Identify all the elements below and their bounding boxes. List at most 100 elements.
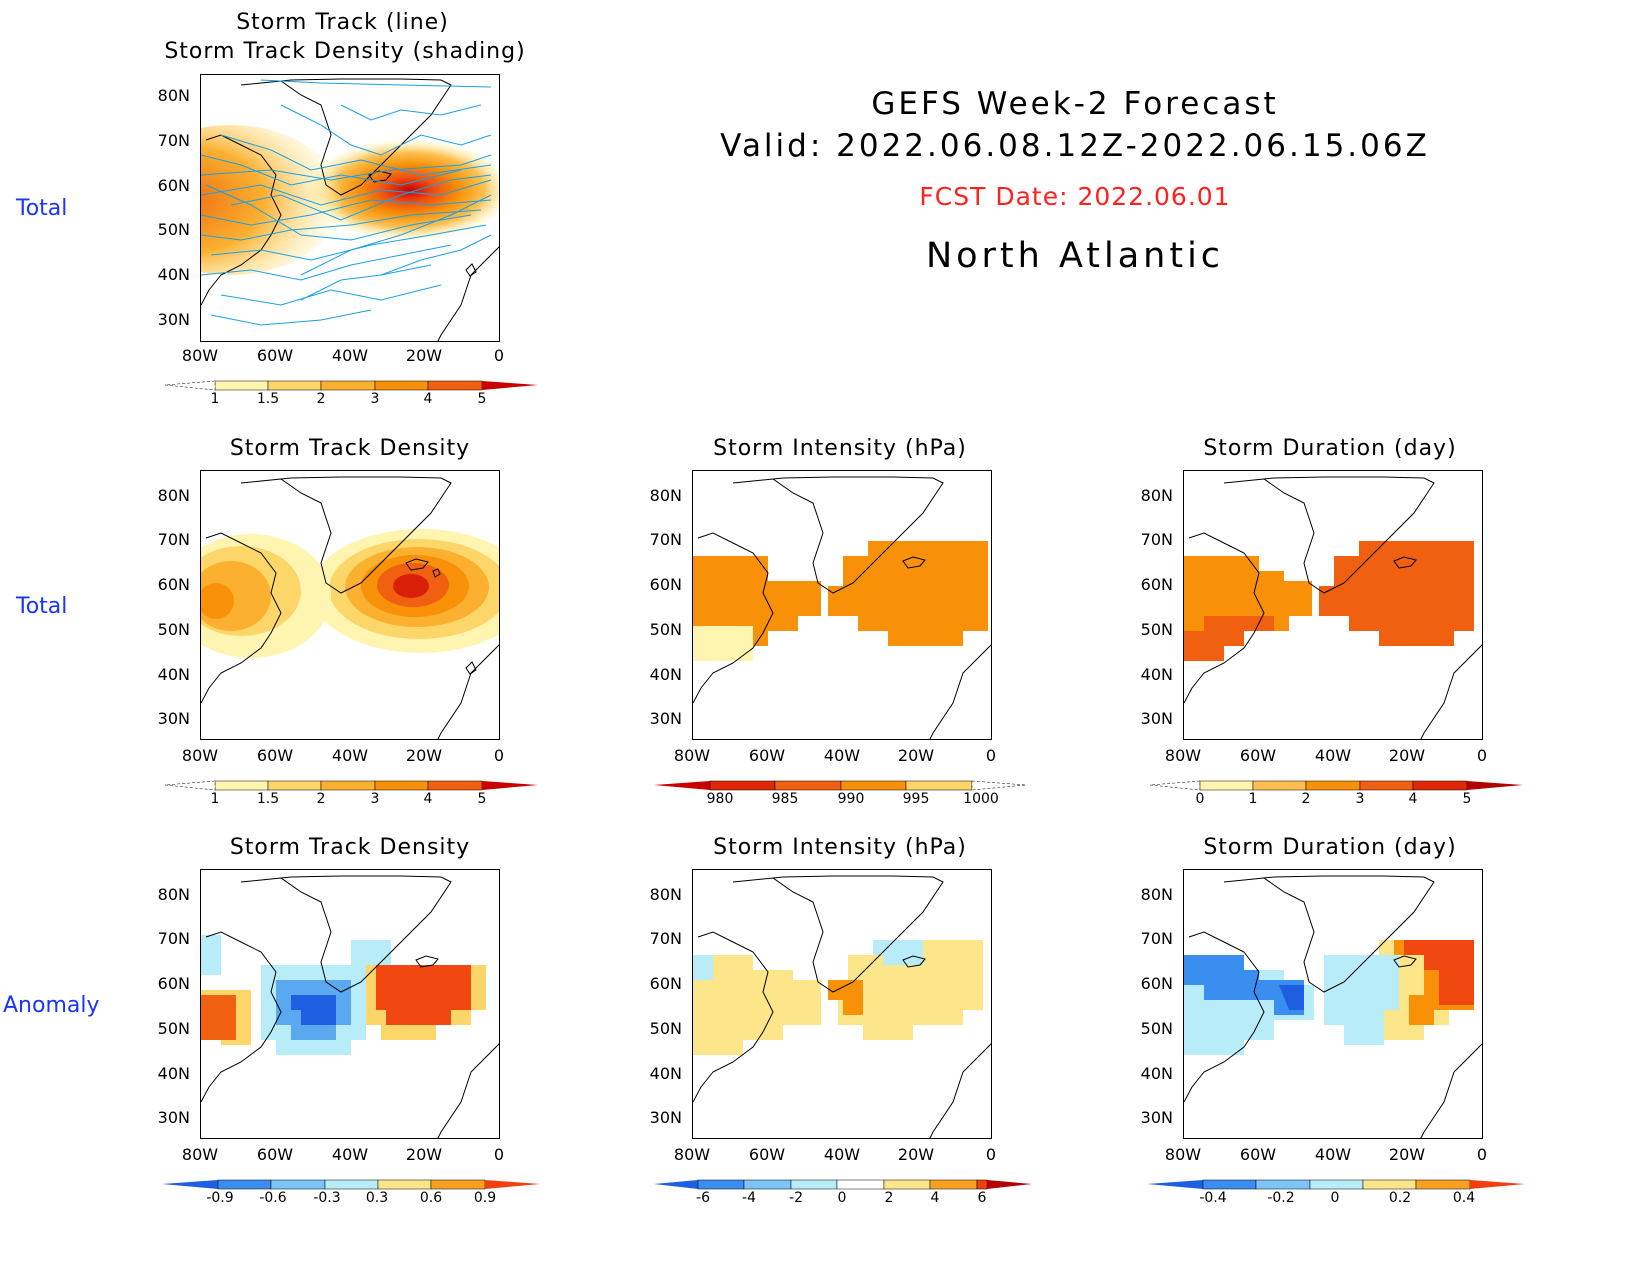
- p3-lat-70n: 70N: [649, 530, 682, 549]
- cb4-label-6: 5: [1462, 791, 1472, 807]
- p5-lon-60w: 60W: [256, 1145, 294, 1164]
- p1-lat-50n: 50N: [157, 220, 190, 239]
- p5-lat-70n: 70N: [157, 929, 190, 948]
- cb2-label-2: 1.5: [256, 791, 280, 807]
- p6-lat-40n: 40N: [649, 1064, 682, 1083]
- p4-lon-60w: 60W: [1239, 746, 1277, 765]
- cb7-label-1: -0.4: [1199, 1190, 1227, 1206]
- p5-lon-0: 0: [493, 1145, 505, 1164]
- p2-lon-80w: 80W: [181, 746, 219, 765]
- p7-lon-40w: 40W: [1314, 1145, 1352, 1164]
- p7-lat-30n: 30N: [1140, 1108, 1173, 1127]
- cb4-label-4: 3: [1355, 791, 1365, 807]
- p6-lat-60n: 60N: [649, 974, 682, 993]
- p6-lat-50n: 50N: [649, 1019, 682, 1038]
- colorbar-density-anomaly: [162, 1179, 540, 1190]
- p5-lon-80w: 80W: [181, 1145, 219, 1164]
- cb3-label-5: 1000: [963, 791, 999, 807]
- p5-lat-30n: 30N: [157, 1108, 190, 1127]
- colorbar-intensity-anomaly: [654, 1179, 1032, 1190]
- p6-lat-30n: 30N: [649, 1108, 682, 1127]
- p4-lon-20w: 20W: [1388, 746, 1426, 765]
- cb1-label-1: 1: [210, 391, 220, 407]
- p3-lat-50n: 50N: [649, 620, 682, 639]
- duration-total-title: Storm Duration (day): [1203, 436, 1457, 461]
- cb1-label-4: 3: [370, 391, 380, 407]
- p2-lon-20w: 20W: [405, 746, 443, 765]
- p4-lon-40w: 40W: [1314, 746, 1352, 765]
- p7-lat-80n: 80N: [1140, 885, 1173, 904]
- p7-lon-80w: 80W: [1164, 1145, 1202, 1164]
- p1-lat-70n: 70N: [157, 131, 190, 150]
- colorbar-intensity-total: [654, 780, 1027, 791]
- p7-lat-40n: 40N: [1140, 1064, 1173, 1083]
- cb5-label-2: -0.6: [259, 1190, 287, 1206]
- region-title: North Atlantic: [925, 236, 1225, 276]
- cb6-label-1: -6: [696, 1190, 710, 1206]
- cb2-label-4: 3: [370, 791, 380, 807]
- p5-lat-80n: 80N: [157, 885, 190, 904]
- p1-lat-60n: 60N: [157, 176, 190, 195]
- p3-lon-20w: 20W: [897, 746, 935, 765]
- colorbar-duration-total: [1149, 780, 1523, 791]
- cb1-label-3: 2: [316, 391, 326, 407]
- p6-lat-70n: 70N: [649, 929, 682, 948]
- storm-track-map: [200, 74, 500, 342]
- p2-lat-40n: 40N: [157, 665, 190, 684]
- p4-lat-40n: 40N: [1140, 665, 1173, 684]
- cb7-label-5: 0.4: [1452, 1190, 1476, 1206]
- density-anom-title: Storm Track Density: [229, 835, 471, 860]
- p1-lat-40n: 40N: [157, 265, 190, 284]
- cb7-label-3: 0: [1330, 1190, 1340, 1206]
- cb4-label-5: 4: [1408, 791, 1418, 807]
- p3-lon-80w: 80W: [673, 746, 711, 765]
- cb1-label-5: 4: [423, 391, 433, 407]
- forecast-title: GEFS Week-2 Forecast: [871, 86, 1279, 122]
- cb5-label-5: 0.6: [419, 1190, 443, 1206]
- cb4-label-2: 1: [1248, 791, 1258, 807]
- duration-total-map: [1183, 470, 1483, 740]
- p4-lat-50n: 50N: [1140, 620, 1173, 639]
- p6-lon-40w: 40W: [823, 1145, 861, 1164]
- cb1-label-2: 1.5: [256, 391, 280, 407]
- p7-lon-20w: 20W: [1388, 1145, 1426, 1164]
- cb6-label-6: 4: [930, 1190, 940, 1206]
- p1-lon-40w: 40W: [331, 346, 369, 365]
- p4-lat-70n: 70N: [1140, 530, 1173, 549]
- p5-lon-20w: 20W: [405, 1145, 443, 1164]
- p7-lat-60n: 60N: [1140, 974, 1173, 993]
- cb6-label-4: 0: [837, 1190, 847, 1206]
- p2-lat-80n: 80N: [157, 486, 190, 505]
- p2-lat-70n: 70N: [157, 530, 190, 549]
- intensity-total-title: Storm Intensity (hPa): [713, 436, 967, 461]
- density-total-title: Storm Track Density: [229, 436, 471, 461]
- panel1-title-line2: Storm Track Density (shading): [164, 39, 526, 64]
- colorbar-duration-anomaly: [1147, 1179, 1525, 1190]
- cb5-label-4: 0.3: [365, 1190, 389, 1206]
- cb1-label-6: 5: [477, 391, 487, 407]
- cb2-label-1: 1: [210, 791, 220, 807]
- cb5-label-1: -0.9: [206, 1190, 234, 1206]
- cb2-label-5: 4: [423, 791, 433, 807]
- cb5-label-3: -0.3: [313, 1190, 341, 1206]
- p5-lat-50n: 50N: [157, 1019, 190, 1038]
- density-total-map: [200, 470, 500, 740]
- p3-lon-40w: 40W: [823, 746, 861, 765]
- p4-lat-30n: 30N: [1140, 709, 1173, 728]
- panel1-title-line1: Storm Track (line): [236, 10, 449, 35]
- p6-lon-20w: 20W: [897, 1145, 935, 1164]
- cb6-label-5: 2: [884, 1190, 894, 1206]
- p4-lat-60n: 60N: [1140, 575, 1173, 594]
- p2-lon-40w: 40W: [331, 746, 369, 765]
- p7-lon-60w: 60W: [1239, 1145, 1277, 1164]
- p4-lon-80w: 80W: [1164, 746, 1202, 765]
- cb6-label-2: -4: [742, 1190, 756, 1206]
- p6-lon-80w: 80W: [673, 1145, 711, 1164]
- cb4-label-3: 2: [1301, 791, 1311, 807]
- p1-lat-80n: 80N: [157, 86, 190, 105]
- p3-lon-60w: 60W: [748, 746, 786, 765]
- p6-lon-0: 0: [985, 1145, 997, 1164]
- p4-lat-80n: 80N: [1140, 486, 1173, 505]
- p2-lat-60n: 60N: [157, 575, 190, 594]
- duration-anomaly-map: [1183, 869, 1483, 1139]
